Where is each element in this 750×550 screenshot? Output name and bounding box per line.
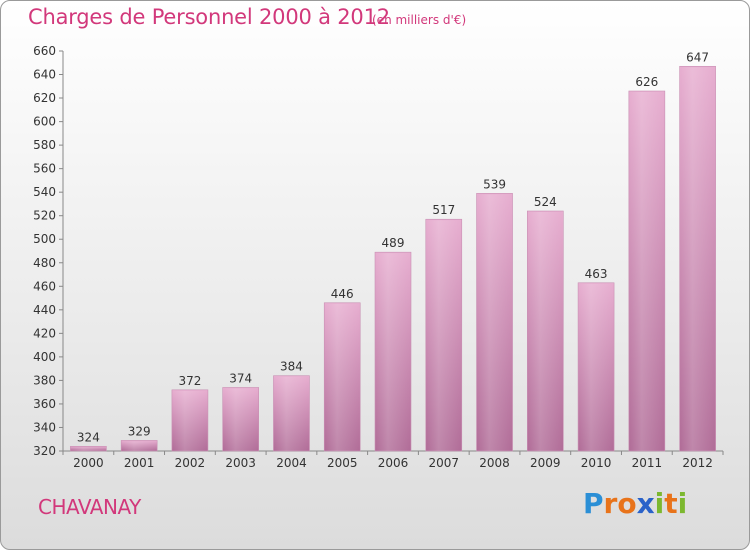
- y-tick-label: 420: [33, 326, 56, 340]
- x-tick-label: 2010: [581, 456, 612, 470]
- logo-letter: o: [617, 487, 637, 520]
- y-tick-label: 580: [33, 138, 56, 152]
- x-tick-label: 2009: [530, 456, 561, 470]
- chart-title: Charges de Personnel 2000 à 2012: [28, 5, 390, 29]
- bar-shine-2009: [528, 212, 563, 451]
- bar-shine-2000: [71, 447, 106, 451]
- bar-shine-2002: [172, 390, 207, 451]
- data-label-2011: 626: [635, 75, 658, 89]
- logo-letter: x: [636, 487, 655, 520]
- logo-letter: i: [677, 487, 688, 520]
- data-label-2012: 647: [686, 50, 709, 64]
- y-tick-label: 480: [33, 256, 56, 270]
- data-label-2006: 489: [382, 236, 405, 250]
- x-tick-label: 2006: [378, 456, 409, 470]
- x-tick-label: 2003: [225, 456, 256, 470]
- bar-shine-2003: [223, 388, 258, 451]
- y-tick-label: 360: [33, 397, 56, 411]
- y-tick-label: 540: [33, 185, 56, 199]
- y-tick-label: 400: [33, 350, 56, 364]
- data-label-2007: 517: [432, 203, 455, 217]
- data-label-2000: 324: [77, 430, 100, 444]
- commune-name: CHAVANAY: [38, 495, 141, 519]
- y-tick-label: 460: [33, 279, 56, 293]
- logo-letter: r: [603, 487, 618, 520]
- bar-shine-2008: [477, 194, 512, 451]
- y-tick-label: 440: [33, 303, 56, 317]
- bar-shine-2011: [629, 92, 664, 451]
- x-tick-label: 2011: [632, 456, 663, 470]
- data-label-2009: 524: [534, 195, 557, 209]
- x-tick-label: 2002: [175, 456, 206, 470]
- y-tick-label: 660: [33, 44, 56, 58]
- x-tick-label: 2001: [124, 456, 155, 470]
- y-tick-label: 600: [33, 115, 56, 129]
- data-label-2002: 372: [178, 374, 201, 388]
- logo-letter: P: [583, 487, 604, 520]
- logo-letter: i: [654, 487, 665, 520]
- x-axis: 2000 2001 2002 2003 2004 2005 2006 2007 2008 2009…: [62, 450, 724, 470]
- y-tick-label: 560: [33, 162, 56, 176]
- chart-unit: (en milliers d'€): [372, 13, 467, 27]
- x-tick-label: 2008: [479, 456, 510, 470]
- data-label-2005: 446: [331, 287, 354, 301]
- data-label-2004: 384: [280, 360, 303, 374]
- bar-shine-2001: [122, 441, 157, 451]
- y-tick-label: 620: [33, 91, 56, 105]
- bar-shine-2007: [426, 220, 461, 451]
- x-tick-label: 2005: [327, 456, 358, 470]
- y-axis: 320 340 360 380 400 420 440 460 480 500 520 540 560 5…: [33, 44, 64, 458]
- data-label-2008: 539: [483, 177, 506, 191]
- y-tick-label: 380: [33, 373, 56, 387]
- bar-shine-2004: [274, 376, 309, 451]
- bar-shine-2012: [680, 67, 715, 451]
- bar-shine-2006: [376, 253, 410, 451]
- x-tick-label: 2012: [682, 456, 713, 470]
- x-tick-label: 2004: [276, 456, 307, 470]
- proxiti-logo: Proxiti: [583, 487, 687, 520]
- bars: [70, 65, 716, 452]
- y-tick-label: 340: [33, 420, 56, 434]
- y-tick-label: 320: [33, 444, 56, 458]
- data-label-2001: 329: [128, 424, 151, 438]
- data-label-2003: 374: [229, 371, 252, 385]
- data-label-2010: 463: [585, 267, 608, 281]
- data-labels: 324 329 372 374 384 446 489 517 539 524 463 626 647: [77, 50, 709, 444]
- bar-shine-2005: [325, 303, 360, 451]
- x-tick-label: 2007: [428, 456, 459, 470]
- x-tick-label: 2000: [73, 456, 104, 470]
- y-tick-label: 500: [33, 232, 56, 246]
- bar-shine-2010: [579, 283, 614, 451]
- logo-letter: t: [664, 487, 678, 520]
- y-tick-label: 640: [33, 68, 56, 82]
- y-tick-label: 520: [33, 209, 56, 223]
